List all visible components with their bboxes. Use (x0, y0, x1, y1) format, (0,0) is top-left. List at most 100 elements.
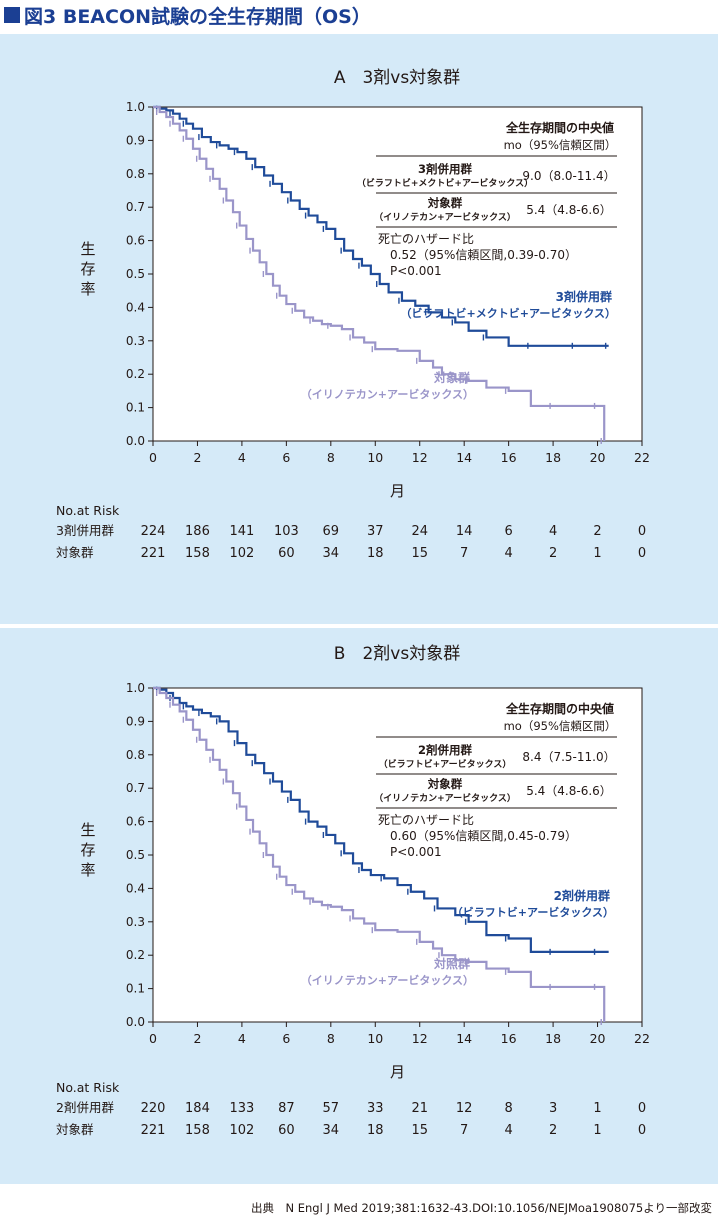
x-tick-label: 16 (501, 450, 517, 465)
survival-curve-combo (153, 686, 609, 953)
y-tick-label: 0.5 (126, 848, 145, 862)
curve-label-detail: （イリノテカン+アービタックス） (301, 387, 474, 401)
risk-table-heading: No.at Risk (56, 1080, 120, 1095)
risk-table-cell: 34 (323, 546, 340, 561)
y-tick-label: 1.0 (126, 681, 145, 695)
figure-header: 図3 BEACON試験の全生存期間（OS） (0, 0, 718, 30)
risk-table-cell: 21 (411, 1101, 428, 1116)
hazard-ratio-line: 0.52（95%信頼区間,0.39-0.70） (390, 248, 577, 262)
y-tick-label: 0.0 (126, 1015, 145, 1029)
risk-table-cell: 37 (367, 524, 384, 539)
legend-subheading: mo（95%信頼区間） (504, 719, 617, 733)
survival-curve-control (153, 105, 606, 441)
risk-table-cell: 0 (638, 1123, 646, 1138)
x-tick-label: 6 (282, 450, 290, 465)
risk-table-cell: 4 (549, 524, 557, 539)
x-tick-label: 22 (634, 450, 650, 465)
x-tick-label: 0 (149, 450, 157, 465)
y-tick-label: 0.6 (126, 234, 145, 248)
risk-table-cell: 0 (638, 524, 646, 539)
x-tick-label: 10 (367, 1031, 383, 1046)
y-tick-label: 0.1 (126, 982, 145, 996)
survival-chart-a: A 3剤vs対象群 0.0 0.1 0.2 0.3 0.4 0.5 0.6 0.7 0.8 0.9 1… (56, 68, 650, 561)
risk-table-cell: 103 (274, 524, 299, 539)
risk-table-cell: 0 (638, 1101, 646, 1116)
legend-row-name: 対象群 (427, 196, 463, 210)
hazard-ratio-line: 死亡のハザード比 (378, 813, 474, 827)
risk-table-cell: 87 (278, 1101, 295, 1116)
y-tick-label: 0.0 (126, 434, 145, 448)
hazard-ratio-line: 0.60（95%信頼区間,0.45-0.79） (390, 829, 577, 843)
risk-table-cell: 24 (411, 524, 428, 539)
x-tick-label: 22 (634, 1031, 650, 1046)
legend-row-value: 9.0（8.0-11.4） (522, 169, 615, 183)
x-tick-label: 14 (456, 450, 472, 465)
risk-table-cell: 158 (185, 546, 210, 561)
risk-table-cell: 33 (367, 1101, 384, 1116)
y-axis-label: 存 (80, 841, 95, 859)
x-tick-label: 12 (412, 1031, 428, 1046)
x-tick-label: 20 (590, 1031, 606, 1046)
x-tick-label: 12 (412, 450, 428, 465)
risk-table-cell: 184 (185, 1101, 210, 1116)
y-tick-label: 0.9 (126, 714, 145, 728)
risk-table-cell: 6 (504, 524, 512, 539)
y-tick-label: 0.8 (126, 748, 145, 762)
legend-row-name: 3剤併用群 (418, 162, 473, 176)
curve-label-name: 対象群 (433, 370, 470, 385)
risk-table-cell: 1 (593, 546, 601, 561)
curve-label-detail: （ビラフトビ+アービタックス） (452, 905, 614, 919)
risk-table-heading: No.at Risk (56, 503, 120, 518)
x-tick-label: 10 (367, 450, 383, 465)
legend-row-name: 対象群 (427, 777, 463, 791)
x-tick-label: 2 (193, 1031, 201, 1046)
x-axis-label: 月 (390, 482, 405, 500)
legend-row-name: 2剤併用群 (418, 743, 473, 757)
risk-table-row-label: 2剤併用群 (56, 1100, 114, 1115)
x-tick-label: 4 (238, 450, 246, 465)
risk-table-row-label: 3剤併用群 (56, 523, 114, 538)
risk-table-cell: 2 (549, 546, 557, 561)
x-tick-label: 8 (327, 1031, 335, 1046)
panel-a: A 3剤vs対象群 0.0 0.1 0.2 0.3 0.4 0.5 0.6 0.7 0.8 0.9 1… (0, 34, 718, 624)
hazard-ratio-line: P<0.001 (390, 264, 442, 278)
risk-table-cell: 18 (367, 546, 384, 561)
risk-table-cell: 15 (411, 546, 428, 561)
x-tick-label: 6 (282, 1031, 290, 1046)
risk-table-cell: 4 (504, 546, 512, 561)
legend-row-detail: （ビラフトビ+アービタックス） (379, 758, 512, 770)
x-tick-label: 14 (456, 1031, 472, 1046)
figure-source: 出典 N Engl J Med 2019;381:1632-43.DOI:10.… (251, 1201, 712, 1215)
y-tick-label: 0.2 (126, 948, 145, 962)
hazard-ratio-line: P<0.001 (390, 845, 442, 859)
legend-subheading: mo（95%信頼区間） (504, 138, 617, 152)
legend-row-detail: （ビラフトビ+メクトビ+アービタックス） (357, 177, 533, 189)
risk-table-cell: 221 (141, 1123, 166, 1138)
risk-table-cell: 4 (504, 1123, 512, 1138)
risk-table-cell: 60 (278, 1123, 295, 1138)
risk-table-cell: 133 (229, 1101, 254, 1116)
x-tick-label: 0 (149, 1031, 157, 1046)
risk-table-cell: 158 (185, 1123, 210, 1138)
x-tick-label: 16 (501, 1031, 517, 1046)
risk-table-cell: 141 (229, 524, 254, 539)
survival-curve-control (153, 686, 606, 1022)
x-tick-label: 18 (545, 1031, 561, 1046)
risk-table-cell: 3 (549, 1101, 557, 1116)
y-tick-label: 0.2 (126, 367, 145, 381)
x-tick-label: 20 (590, 450, 606, 465)
y-axis-label: 存 (80, 260, 95, 278)
legend-row-value: 5.4（4.8-6.6） (526, 784, 612, 798)
y-tick-label: 1.0 (126, 100, 145, 114)
legend-heading: 全生存期間の中央値 (505, 701, 614, 716)
header-square-icon (4, 7, 20, 23)
plot-area (152, 106, 643, 442)
risk-table-cell: 7 (460, 546, 468, 561)
hazard-ratio-line: 死亡のハザード比 (378, 232, 474, 246)
survival-chart-b: B 2剤vs対象群 0.0 0.1 0.2 0.3 0.4 0.5 0.6 0.7 0.8 0.9 1… (56, 644, 650, 1138)
risk-table-cell: 224 (141, 524, 166, 539)
y-tick-label: 0.1 (126, 401, 145, 415)
risk-table-cell: 18 (367, 1123, 384, 1138)
legend-row-detail: （イリノテカン+アービタックス） (374, 211, 516, 223)
panel-title: A 3剤vs対象群 (334, 68, 460, 88)
